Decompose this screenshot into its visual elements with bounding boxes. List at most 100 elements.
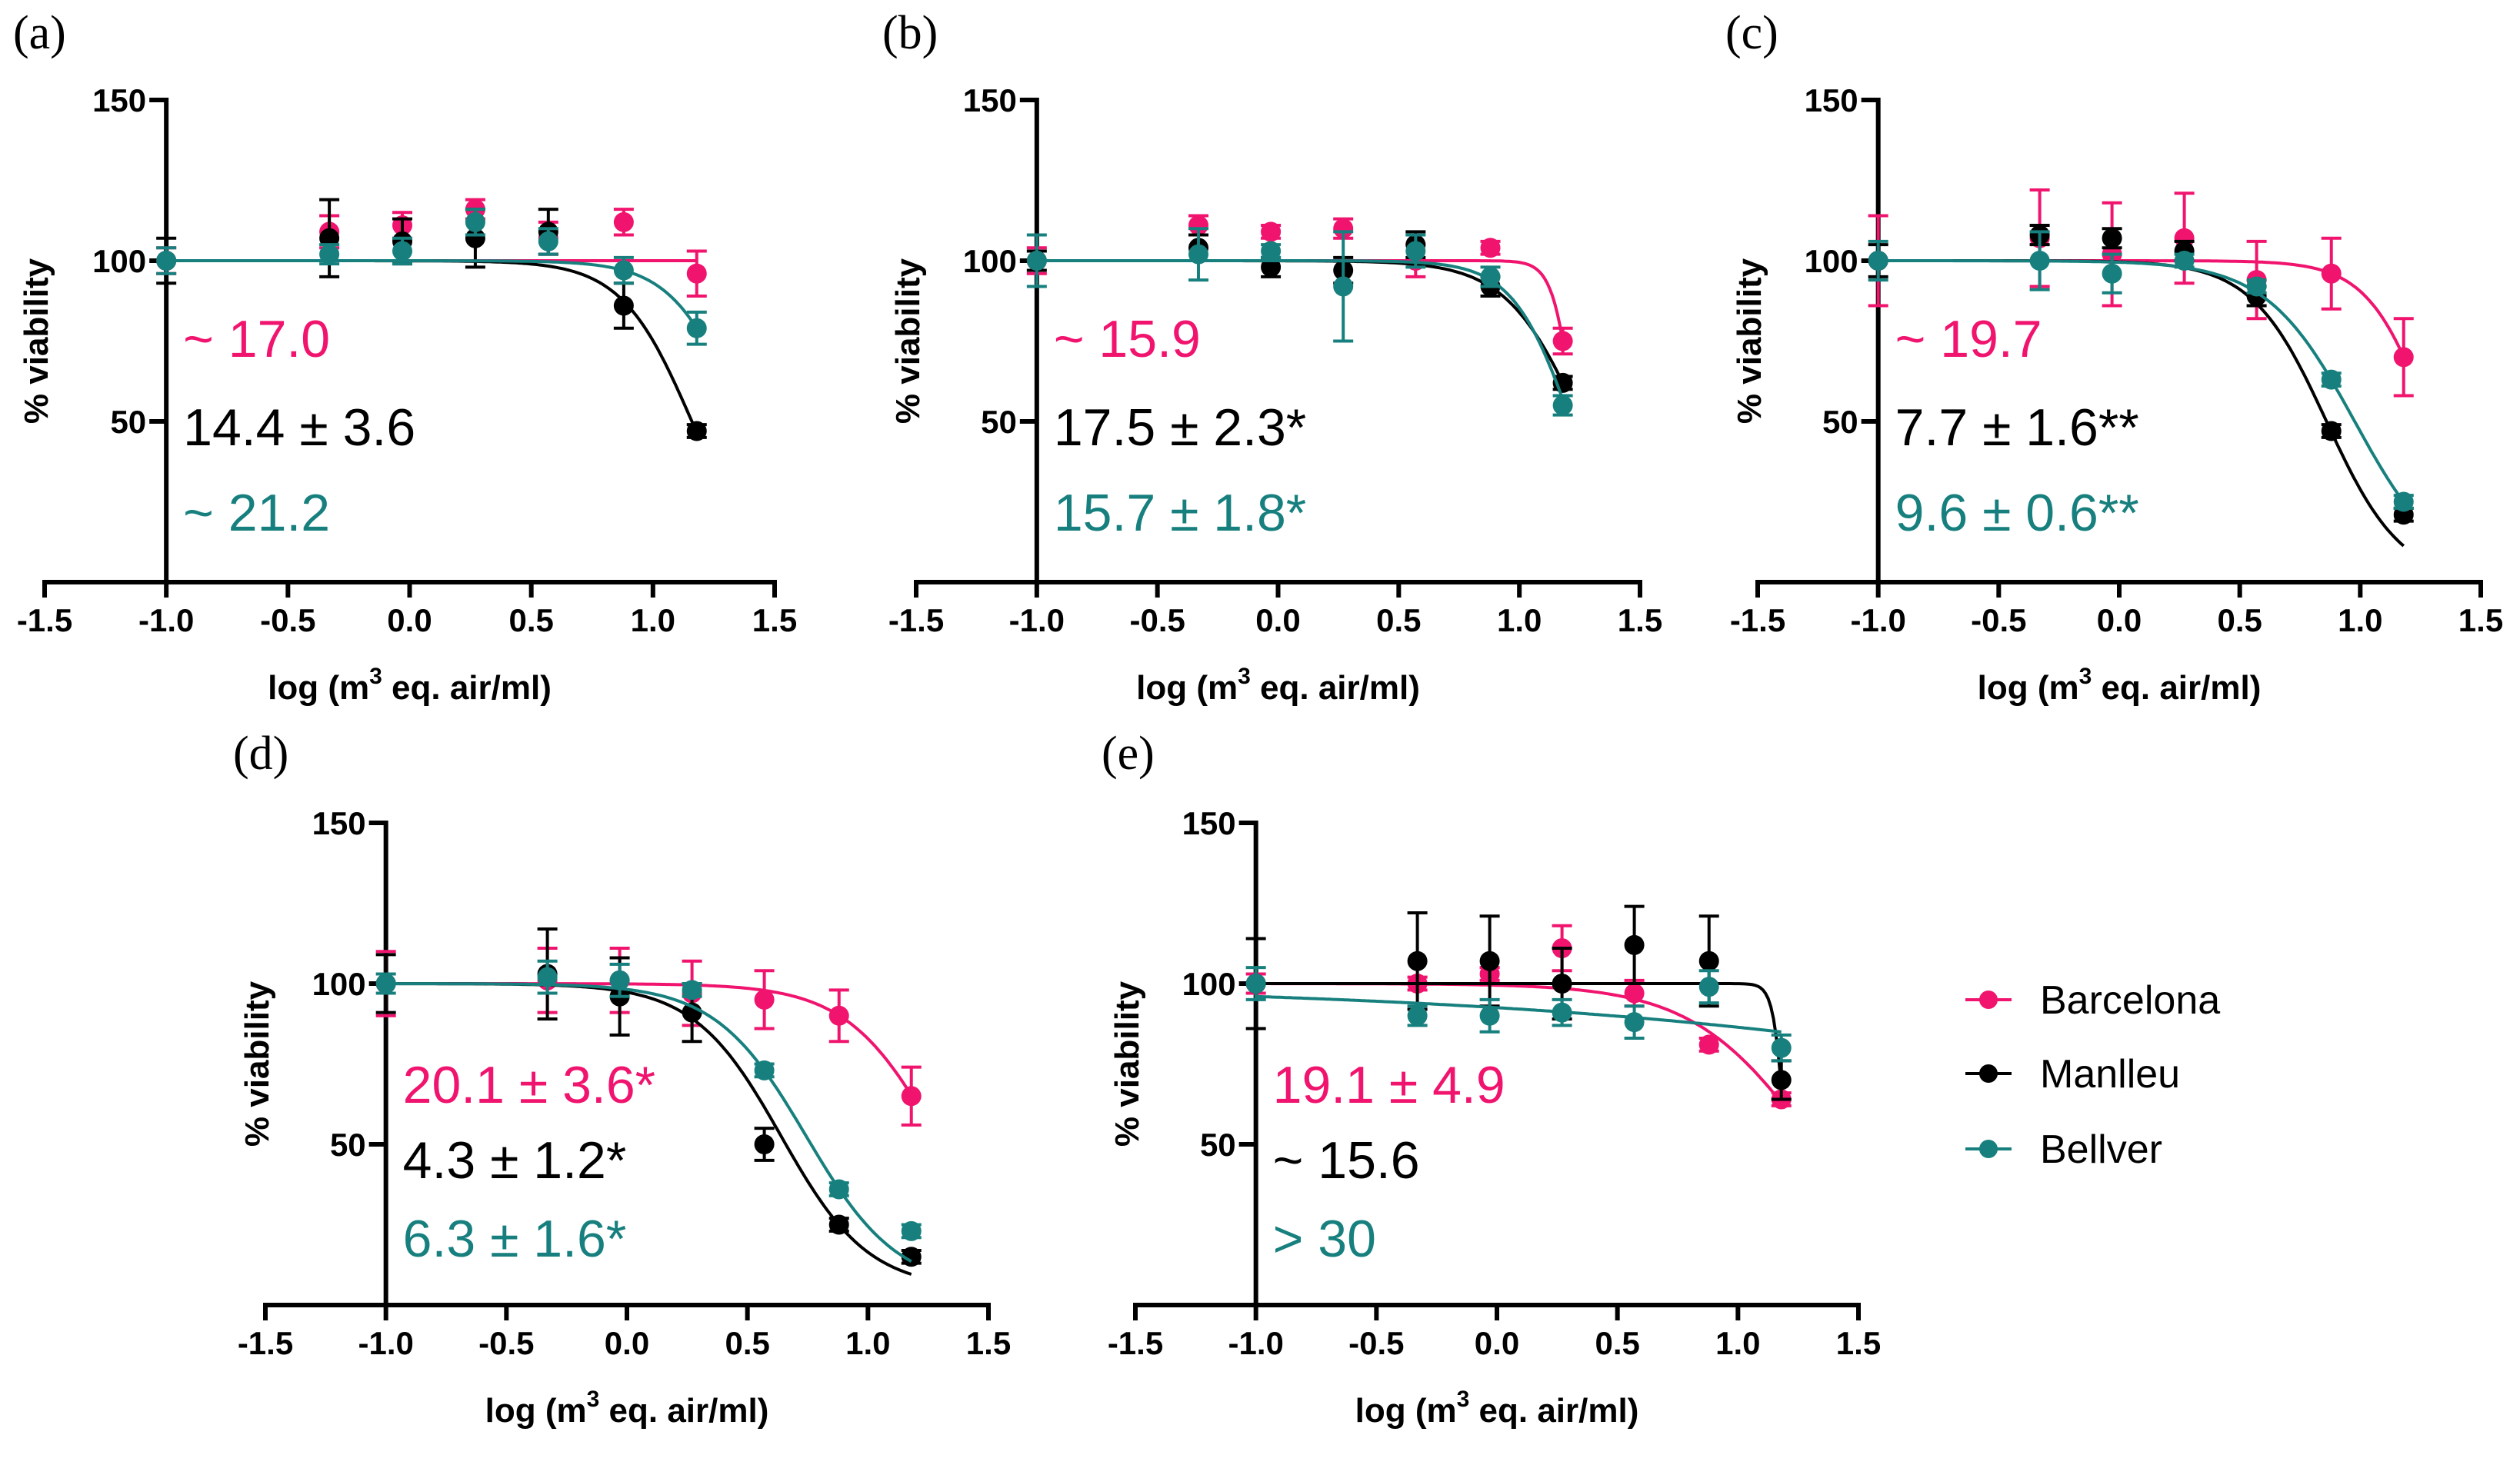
data-point: [2321, 263, 2342, 284]
ic50-annotation-manlleu: 7.7 ± 1.6**: [1895, 398, 2139, 457]
fit-curve: [166, 259, 698, 330]
data-point: [613, 295, 634, 316]
ic50-annotation-bellver: > 30: [1273, 1210, 1376, 1268]
x-tick-label: -0.5: [1348, 1325, 1404, 1361]
data-point: [1698, 1034, 1719, 1055]
y-axis-title: % viability: [18, 258, 55, 424]
x-tick-label: 1.0: [2338, 602, 2382, 638]
y-tick-label: 150: [92, 82, 146, 118]
data-point: [1624, 934, 1645, 955]
data-point: [686, 421, 707, 441]
x-axis-title-part: eq. air/ml): [1469, 1392, 1638, 1430]
data-point: [465, 228, 485, 248]
data-point: [1552, 395, 1573, 416]
data-point: [828, 1179, 849, 1200]
data-point: [392, 241, 413, 261]
data-point: [2102, 228, 2122, 248]
data-point: [901, 1086, 922, 1107]
x-tick-label: -0.5: [260, 602, 315, 638]
x-axis-title: log (m3 eq. air/ml): [1355, 1387, 1639, 1430]
ic50-annotation-barcelona: 19.1 ± 4.9: [1273, 1056, 1505, 1114]
series-bellver: [1026, 227, 1573, 417]
series-bellver: [1245, 966, 1792, 1063]
x-axis-title: log (m3 eq. air/ml): [485, 1387, 769, 1430]
y-tick-label: 150: [312, 805, 366, 841]
data-point: [1771, 1037, 1792, 1058]
data-point: [2393, 347, 2414, 368]
x-tick-label: 1.0: [1715, 1325, 1760, 1361]
data-point: [2174, 251, 2195, 271]
fit-curve: [1255, 982, 1783, 1087]
x-tick-label: 0.5: [508, 602, 553, 638]
ic50-annotation-bellver: 9.6 ± 0.6**: [1895, 484, 2139, 542]
legend-item-barcelona: Barcelona: [1965, 978, 2220, 1023]
data-point: [1188, 244, 1208, 265]
ic50-annotation-manlleu: 4.3 ± 1.2*: [403, 1131, 627, 1190]
x-tick-label: 0.5: [1376, 602, 1421, 638]
x-tick-label: -0.5: [1971, 602, 2026, 638]
x-tick-label: -1.0: [138, 602, 194, 638]
data-point: [1624, 983, 1645, 1004]
data-point: [538, 231, 558, 251]
x-axis-title-superscript: 3: [1238, 664, 1251, 689]
panel-b: (b) -1.5 -1.0 -0.5 0.0 0.5 1.0 1.5 50 100 150 log (…: [882, 7, 1662, 707]
fit-curve: [1036, 259, 1565, 400]
data-point: [2393, 491, 2414, 512]
data-point: [613, 260, 634, 281]
ic50-annotation-bellver: ~ 21.2: [183, 484, 330, 542]
data-point: [1261, 241, 1282, 261]
y-tick-label: 100: [963, 243, 1017, 279]
data-point: [1261, 221, 1282, 242]
y-tick-label: 150: [1182, 805, 1236, 841]
legend-marker: [1979, 1064, 1998, 1083]
data-point: [754, 1060, 775, 1080]
y-axis-title: % viability: [1108, 981, 1146, 1147]
x-tick-label: 1.0: [1497, 602, 1542, 638]
data-point: [828, 1005, 849, 1026]
x-tick-label: 0.5: [2217, 602, 2262, 638]
x-axis-title: log (m3 eq. air/ml): [1136, 664, 1420, 707]
x-tick-label: 1.5: [2458, 602, 2503, 638]
fit-curve: [385, 982, 912, 1263]
legend-marker: [1979, 991, 1998, 1009]
data-point: [609, 970, 630, 991]
y-axis-title: % viability: [1731, 258, 1768, 424]
fit-curve: [1878, 259, 2405, 504]
legend-marker: [1979, 1140, 1998, 1158]
legend-item-bellver: Bellver: [1965, 1127, 2162, 1172]
y-axis-title: % viability: [238, 981, 276, 1147]
panel-label: (a): [13, 7, 66, 59]
data-point: [1479, 951, 1500, 971]
data-point: [1624, 1012, 1645, 1033]
x-tick-label: 0.0: [2097, 602, 2142, 638]
x-tick-label: -0.5: [1129, 602, 1185, 638]
x-axis-title-part: log (m: [1978, 669, 2079, 707]
x-tick-label: -1.0: [1009, 602, 1065, 638]
x-axis-title-part: eq. air/ml): [599, 1392, 768, 1430]
data-point: [1245, 974, 1266, 994]
data-point: [1698, 951, 1719, 971]
y-tick-label: 150: [1805, 82, 1858, 118]
x-tick-label: 1.0: [845, 1325, 890, 1361]
data-point: [686, 263, 707, 284]
x-axis-title-part: log (m: [268, 669, 369, 707]
data-point: [2246, 276, 2267, 297]
panel-label: (e): [1102, 728, 1155, 780]
x-tick-label: -1.5: [1730, 602, 1785, 638]
x-axis-title-superscript: 3: [369, 664, 382, 689]
data-point: [1479, 1005, 1500, 1026]
x-tick-label: -1.5: [888, 602, 944, 638]
ic50-annotation-bellver: 6.3 ± 1.6*: [403, 1210, 627, 1268]
data-point: [1405, 241, 1426, 261]
x-tick-label: 0.0: [1475, 1325, 1519, 1361]
data-point: [1407, 951, 1428, 971]
legend-label: Barcelona: [2040, 978, 2220, 1023]
legend-label: Bellver: [2040, 1127, 2162, 1172]
ic50-annotation-manlleu: ~ 15.6: [1273, 1131, 1420, 1190]
data-point: [2321, 369, 2342, 390]
x-tick-label: -1.5: [17, 602, 72, 638]
x-axis-title: log (m3 eq. air/ml): [1978, 664, 2262, 707]
data-point: [686, 318, 707, 338]
x-tick-label: 0.0: [387, 602, 432, 638]
x-axis-title: log (m3 eq. air/ml): [268, 664, 552, 707]
